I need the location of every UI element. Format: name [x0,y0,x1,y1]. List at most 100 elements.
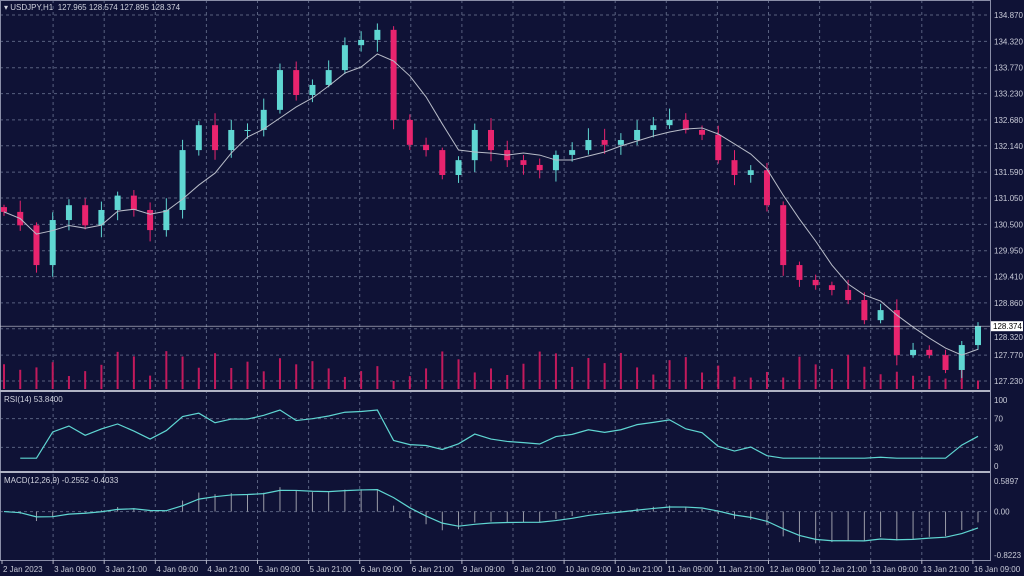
volume-bar [376,366,379,389]
volume-bar [457,359,460,389]
volume-bar [84,371,87,389]
volume-bar [278,358,281,389]
volume-bars [3,351,979,389]
macd-tick-label: 0.00 [994,508,1010,517]
candle-down [861,300,868,321]
time-tick-label: 11 Jan 09:00 [667,565,713,574]
candle-up [650,125,657,130]
candle-up [179,150,186,210]
candle-down [212,125,219,151]
price-tick-label: 134.320 [994,37,1023,46]
candle-down [682,119,689,130]
candle-up [358,39,365,46]
rsi-line [20,409,979,459]
volume-bar [19,369,22,389]
volume-bar [863,366,866,389]
volume-bar [668,360,671,389]
collapse-triangle-icon[interactable]: ▾ [4,3,9,12]
time-tick-label: 3 Jan 21:00 [105,565,147,574]
volume-bar [35,367,38,389]
volume-bar [425,368,428,389]
volume-bar [765,371,768,389]
candle-down [147,209,154,231]
candle-down [423,144,430,151]
candle-up [325,70,332,85]
candle-up [585,140,592,151]
volume-bar [847,354,850,389]
time-tick-label: 12 Jan 21:00 [821,565,868,574]
volume-bar [571,366,574,389]
candle-down [406,119,413,145]
candle-up [569,150,576,155]
candle-up [114,195,121,210]
candle-down [536,164,543,171]
volume-bar [684,357,687,389]
candle-up [910,349,917,356]
volume-bar [619,352,622,389]
candle-down [796,265,803,280]
candle-up [244,129,251,131]
candle-down [780,205,787,266]
price-tick-label: 129.950 [994,247,1023,256]
price-tick-label: 131.590 [994,168,1023,177]
candle-down [763,170,770,206]
volume-bar [132,356,135,389]
candle-down [82,205,89,226]
volume-bar [311,361,314,389]
candle-down [893,310,900,356]
price-tick-label: 129.410 [994,273,1023,282]
price-tick-label: 127.230 [994,377,1023,386]
price-tick-label: 133.770 [994,64,1023,73]
candle-up [747,170,754,176]
rsi-tick-label: 70 [994,415,1003,424]
candle-up [341,45,348,71]
price-tick-label: 132.680 [994,116,1023,125]
volume-bar [944,378,947,389]
moving-average-line [3,53,979,356]
volume-bar [295,364,298,389]
volume-bar [717,365,720,389]
time-tick-label: 5 Jan 21:00 [310,565,352,574]
time-tick-label: 2 Jan 2023 [3,565,43,574]
macd-tick-label: 0.5897 [994,477,1019,486]
volume-bar [473,372,476,389]
candle-up [471,129,478,161]
volume-bar [149,375,152,389]
volume-bar [246,361,249,389]
candle-up [374,29,381,40]
candle-up [617,140,624,145]
time-tick-label: 12 Jan 09:00 [770,565,817,574]
candles [1,23,981,379]
volume-bar [360,371,363,389]
time-tick-label: 10 Jan 21:00 [616,565,663,574]
candle-up [276,70,283,110]
volume-bar [538,351,541,389]
volume-bar [343,376,346,389]
time-tick-label: 9 Jan 09:00 [463,565,505,574]
volume-bar [181,356,184,389]
volume-bar [749,377,752,389]
volume-bar [814,364,817,389]
volume-bar [587,357,590,389]
volume-bar [782,377,785,389]
volume-bar [51,362,54,389]
rsi-tick-label: 30 [994,443,1003,452]
volume-bar [977,380,979,389]
ohlc-values: 127.965 128.574 127.895 128.374 [57,3,181,12]
volume-bar [522,363,525,389]
macd-header: MACD(12,26,9) -0.2552 -0.4033 [4,476,119,485]
candle-up [666,119,673,126]
price-tick-label: 133.230 [994,90,1023,99]
time-tick-label: 3 Jan 09:00 [54,565,96,574]
candle-up [195,125,202,151]
candle-up [958,345,965,370]
time-tick-label: 6 Jan 09:00 [361,565,403,574]
candle-down [942,355,949,370]
macd-signal-line [3,489,979,542]
volume-bar [830,368,833,389]
volume-bar [733,376,736,389]
volume-bar [912,375,915,389]
current-price-tag [991,321,1023,332]
price-tick-label: 127.770 [994,351,1023,360]
